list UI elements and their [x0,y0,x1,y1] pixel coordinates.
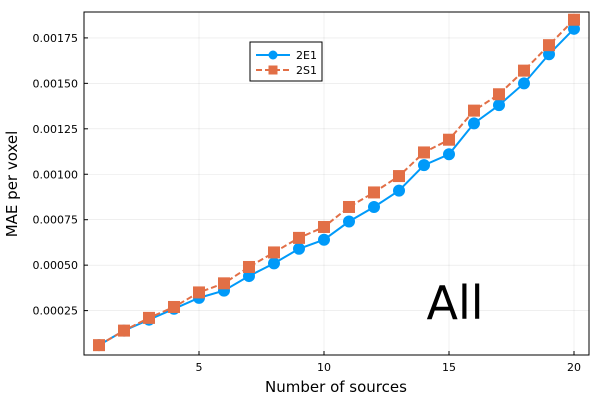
y-tick-label: 0.00100 [33,168,79,181]
point-2S1 [443,133,455,146]
legend-label-2S1: 2S1 [296,64,317,77]
point-2S1 [218,277,230,290]
point-2S1 [118,324,130,337]
point-2E1 [393,184,405,197]
point-2S1 [193,286,205,299]
series-layer [93,13,580,352]
point-2S1 [393,170,405,183]
point-2S1 [293,231,305,244]
plot-frame [83,11,590,356]
point-2E1 [268,257,280,270]
point-2E1 [318,233,330,246]
point-2S1 [318,220,330,233]
point-2S1 [168,300,180,313]
point-2E1 [343,215,355,228]
y-axis-label: MAE per voxel [3,131,21,238]
point-2E1 [243,270,255,283]
y-axis-ticks: 0.00025 0.00050 0.00075 0.00100 0.00125 0.001… [33,32,88,318]
legend-box [249,41,323,82]
point-2S1 [543,39,555,52]
legend-label-2E1: 2E1 [296,49,317,62]
point-2S1 [343,200,355,213]
point-2S1 [468,104,480,117]
point-2E1 [518,77,530,90]
point-2E1 [468,117,480,130]
point-2E1 [293,242,305,255]
legend-marker-2S1 [268,65,278,75]
y-tick-label: 0.00025 [33,305,79,318]
point-2S1 [243,260,255,273]
point-2E1 [443,148,455,161]
y-tick-label: 0.00150 [33,77,79,90]
point-2E1 [493,99,505,112]
x-axis-label: Number of sources [265,378,407,396]
point-2E1 [543,48,555,61]
y-tick-label: 0.00050 [33,259,79,272]
point-2S1 [93,339,105,352]
x-tick-label: 15 [442,361,456,374]
point-2S1 [368,186,380,199]
point-2S1 [568,13,580,26]
x-axis-ticks: 5 10 15 20 [196,351,581,374]
annotation-all: All [426,276,483,330]
x-tick-label: 20 [567,361,581,374]
y-tick-label: 0.00125 [33,123,79,136]
point-2S1 [518,64,530,77]
x-tick-label: 10 [317,361,331,374]
point-2S1 [418,146,430,159]
point-2S1 [268,246,280,259]
grid [84,12,589,355]
legend: 2E1 2S1 [249,41,323,82]
point-2E1 [368,200,380,213]
legend-marker-2E1 [268,50,278,60]
point-2S1 [493,88,505,101]
point-2E1 [568,22,580,35]
plot-area [84,12,589,355]
y-tick-label: 0.00075 [33,214,79,227]
y-tick-label: 0.00175 [33,32,79,45]
point-2E1 [418,159,430,172]
point-2S1 [143,311,155,324]
x-tick-label: 5 [196,361,203,374]
